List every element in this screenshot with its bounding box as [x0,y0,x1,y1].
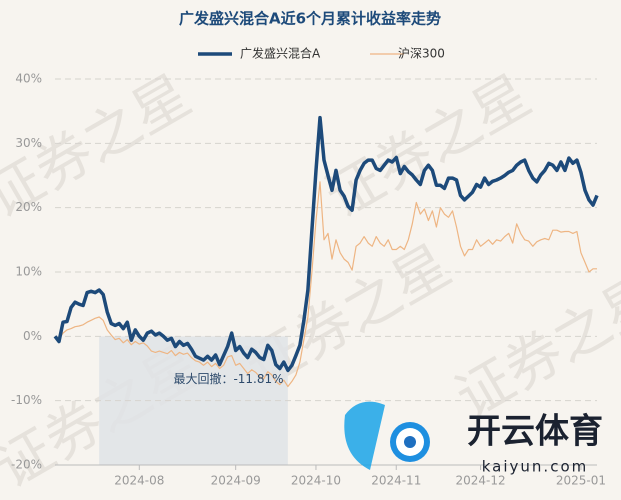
legend-label: 沪深300 [398,47,445,61]
y-tick-label: 30% [15,136,42,150]
chart-title: 广发盛兴混合A近6个月累计收益率走势 [179,10,441,28]
legend-label: 广发盛兴混合A [240,46,321,61]
logo-title: 开云体育 [467,412,603,452]
x-tick-label: 2024-10 [291,474,341,488]
x-tick-label: 2024-12 [456,474,506,488]
plot: -20% -10% 0% 10% 20% 30% 40% 2024-08 2024-09 2024… [11,46,606,488]
y-tick-label: 20% [15,200,42,214]
y-tick-label: -20% [11,458,42,472]
annotation: 最大回撤：-11.81% [173,371,283,386]
series-line [54,181,597,388]
logo-shape [344,401,385,470]
series-line [53,115,599,373]
y-tick-label: 40% [15,72,42,86]
x-tick-label: 2024-11 [371,474,421,488]
logo: 开云体育 kaiyun.com [344,401,603,476]
y-tick-label: 10% [15,265,42,279]
logo-url: kaiyun.com [482,458,588,476]
x-tick-label: 2025-01 [556,474,606,488]
x-tick-label: 2024-09 [211,474,261,488]
y-tick-label: -10% [11,393,42,407]
y-tick-label: 0% [23,329,42,343]
x-tick-label: 2024-08 [114,474,164,488]
logo-ball-dot [404,436,416,448]
